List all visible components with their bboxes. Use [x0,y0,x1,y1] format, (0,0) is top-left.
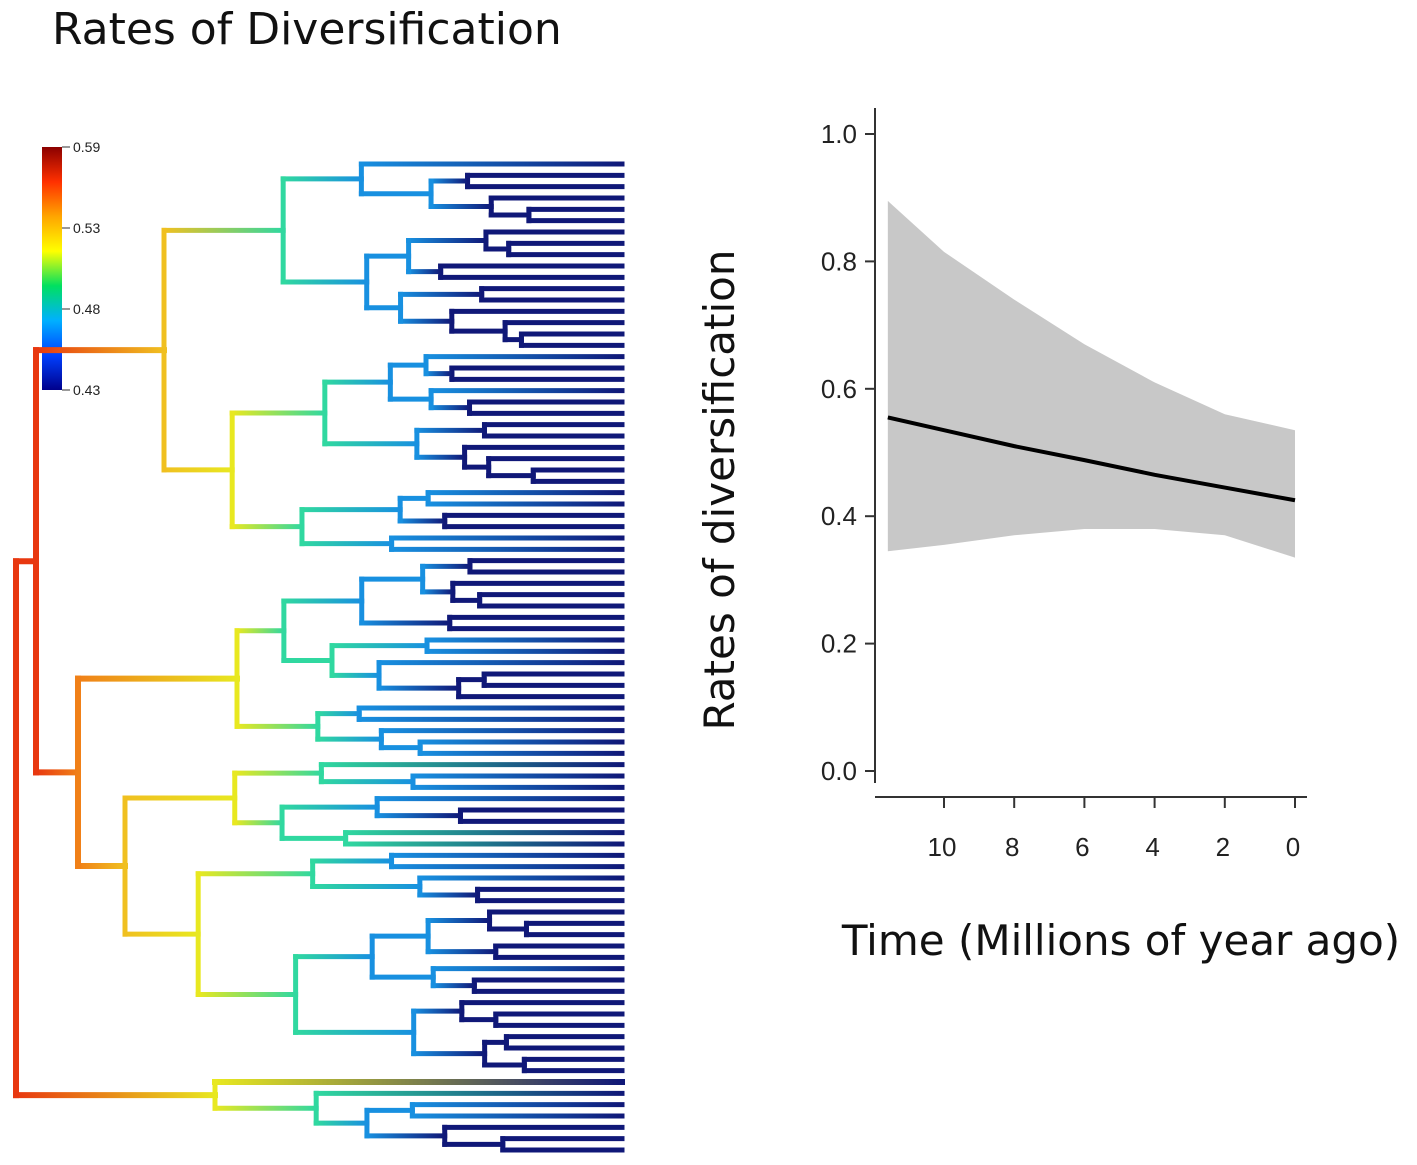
tree-branches [13,161,625,1153]
color-legend: 0.59 0.53 0.48 0.43 [42,139,100,398]
legend-label-lower: 0.48 [73,301,100,317]
legend-label-max: 0.59 [73,139,100,155]
legend-label-upper: 0.53 [73,220,100,236]
axes [874,108,1307,798]
phylogenetic-tree: 0.59 0.53 0.48 0.43 [13,139,625,1153]
y-tick-label: 0.2 [821,629,857,659]
confidence-band-group [887,200,1295,558]
confidence-band [887,200,1295,558]
legend-label-min: 0.43 [73,382,100,398]
x-tick-label: 2 [1216,832,1230,862]
x-tick-label: 8 [1005,832,1019,862]
y-tick-label: 1.0 [821,119,857,149]
y-tick-label: 0.4 [821,501,857,531]
x-tick-label: 0 [1286,832,1300,862]
page-title: Rates of Diversification [52,4,562,55]
x-ticks: 10 8 6 4 2 0 [928,797,1300,862]
mean-line-group [887,415,1296,503]
mean-rate-line [887,415,1296,503]
x-tick-label: 6 [1075,832,1089,862]
legend-colorbar [42,147,62,390]
y-axis-title: Rates of diversification [695,250,744,731]
y-tick-label: 0.0 [821,756,857,786]
x-axis-title: Time (Millions of year ago) [841,916,1400,965]
y-tick-label: 0.8 [821,246,857,276]
y-tick-label: 0.6 [821,374,857,404]
x-tick-label: 10 [928,832,957,862]
y-ticks: 0.0 0.2 0.4 0.6 0.8 1.0 [821,119,875,786]
x-tick-label: 4 [1145,832,1159,862]
